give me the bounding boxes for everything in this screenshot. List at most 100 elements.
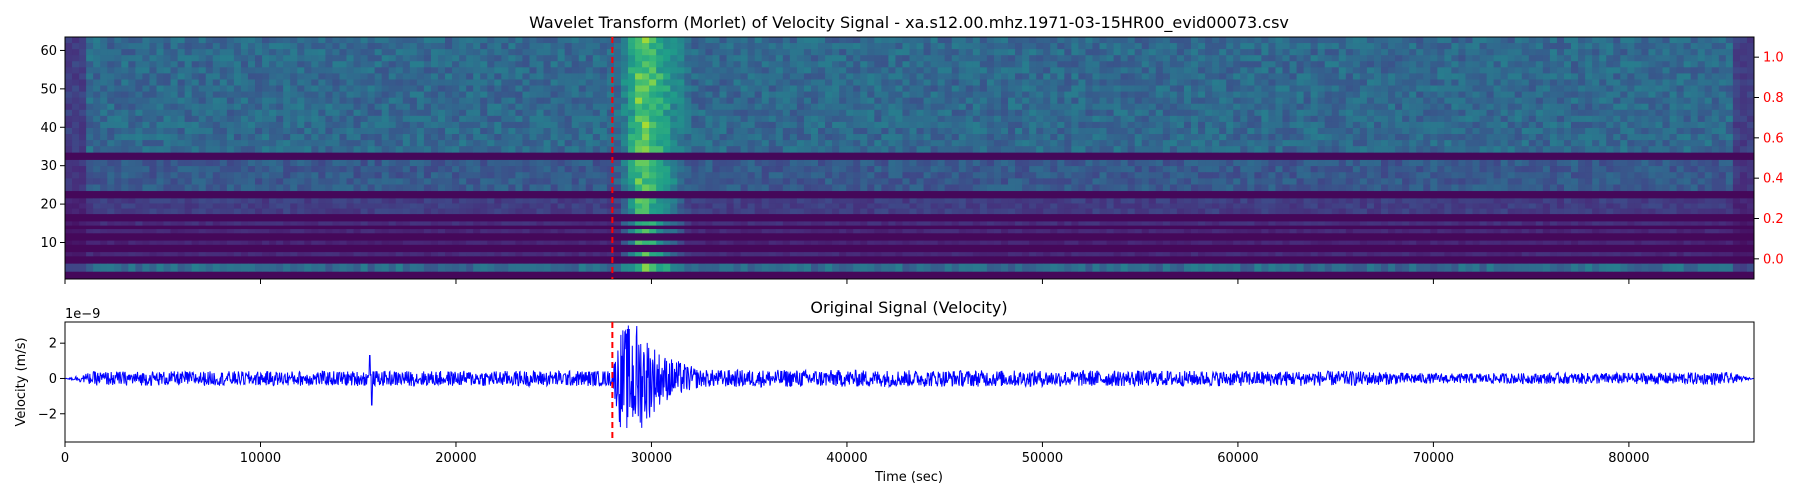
heatmap-cell-band-6 [768, 159, 777, 167]
heatmap-cell-band-7 [269, 43, 277, 50]
heatmap-cell-band-5 [733, 208, 741, 215]
heatmap-cell-band-4 [1549, 221, 1558, 226]
heatmap-cell-band-5 [881, 208, 889, 215]
heatmap-cell-band-6 [1212, 172, 1220, 179]
heatmap-cell-band-6 [226, 184, 235, 192]
heatmap-cell-band-6 [1176, 159, 1185, 167]
heatmap-cell-band-7 [205, 73, 214, 80]
heatmap-cell-band-5 [1507, 198, 1516, 204]
heatmap-cell-band-6 [1641, 166, 1649, 173]
heatmap-cell-band-6 [480, 172, 488, 179]
heatmap-cell-band-7 [937, 37, 946, 44]
heatmap-cell-band-6 [135, 184, 143, 192]
heatmap-cell-band-2 [1127, 240, 1136, 245]
heatmap-cell-band-7 [909, 61, 917, 68]
heatmap-cell-band-6 [1402, 178, 1410, 185]
heatmap-cell-band-4 [1571, 221, 1579, 226]
heatmap-cell-band-7 [1226, 49, 1234, 56]
heatmap-cell-band-1 [635, 252, 643, 257]
heatmap-cell-band-6 [135, 172, 143, 179]
heatmap-cell-band-5 [1479, 203, 1487, 209]
heatmap-cell-band-7 [339, 61, 347, 68]
heatmap-cell-band-2 [163, 240, 171, 245]
heatmap-cell-band-7 [1711, 49, 1720, 56]
heatmap-cell-band-7 [881, 67, 889, 74]
heatmap-cell-band-2 [1465, 240, 1473, 245]
heatmap-cell-band-3 [1599, 229, 1607, 234]
heatmap-cell-band-7 [916, 43, 924, 50]
heatmap-cell-band-6 [1669, 184, 1677, 192]
heatmap-cell-band-6 [128, 166, 136, 173]
heatmap-cell-band-0 [782, 263, 791, 272]
heatmap-cell-band-1 [262, 252, 270, 257]
heatmap-cell-band-7 [888, 73, 896, 80]
heatmap-cell-band-6 [1296, 159, 1304, 167]
heatmap-cell-band-0 [1099, 263, 1107, 272]
heatmap-cell-band-5 [1247, 203, 1255, 209]
heatmap-cell-band-4 [1521, 221, 1530, 226]
heatmap-cell-band-0 [818, 263, 826, 272]
heatmap-cell-band-6 [1634, 172, 1642, 179]
heatmap-cell-band-6 [1212, 166, 1220, 173]
heatmap-cell-band-6 [937, 178, 946, 185]
heatmap-cell-band-1 [1127, 252, 1136, 257]
heatmap-cell-band-5 [466, 198, 474, 204]
heatmap-cell-band-6 [156, 184, 164, 192]
heatmap-cell-band-5 [1535, 203, 1544, 209]
heatmap-cell-band-5 [782, 208, 791, 215]
heatmap-cell-band-3 [1113, 229, 1122, 234]
heatmap-cell-band-7 [1099, 73, 1107, 80]
heatmap-cell-band-7 [1613, 37, 1621, 44]
heatmap-cell-band-6 [346, 172, 354, 179]
heatmap-cell-band-6 [649, 184, 657, 192]
heatmap-cell-band-6 [1113, 184, 1122, 192]
heatmap-cell-band-6 [191, 178, 200, 185]
heatmap-cell-band-6 [311, 178, 319, 185]
heatmap-cell-band-7 [219, 49, 228, 56]
heatmap-cell-band-7 [1648, 61, 1656, 68]
heatmap-cell-band-7 [1500, 43, 1509, 50]
heatmap-cell-band-7 [325, 43, 333, 50]
heatmap-cell-band-6 [494, 159, 502, 167]
heatmap-cell-band-7 [332, 67, 340, 74]
heatmap-cell-band-7 [1183, 49, 1192, 56]
heatmap-cell-band-5 [578, 198, 587, 204]
heatmap-cell-band-5 [93, 198, 101, 204]
heatmap-cell-band-6 [170, 178, 178, 185]
heatmap-cell-band-6 [972, 184, 981, 192]
heatmap-cell-band-5 [1078, 208, 1086, 215]
heatmap-cell-band-1 [1176, 252, 1185, 257]
heatmap-cell-band-7 [1205, 73, 1213, 80]
heatmap-cell-band-6 [86, 172, 94, 179]
heatmap-cell-band-7 [1310, 43, 1319, 50]
heatmap-cell-band-0 [1704, 263, 1713, 272]
heatmap-cell-band-7 [1092, 49, 1100, 56]
heatmap-cell-band-7 [1528, 37, 1537, 44]
heatmap-cell-band-7 [445, 67, 453, 74]
heatmap-cell-band-7 [276, 79, 284, 86]
heatmap-cell-band-0 [86, 263, 94, 272]
heatmap-cell-band-7 [1078, 49, 1086, 56]
heatmap-cell-band-5 [1528, 208, 1537, 215]
heatmap-cell-band-5 [1022, 208, 1030, 215]
heatmap-cell-band-7 [1606, 61, 1614, 68]
heatmap-cell-band-7 [1352, 79, 1361, 86]
heatmap-cell-band-5 [198, 203, 207, 209]
heatmap-cell-band-5 [613, 198, 622, 204]
heatmap-cell-band-4 [1043, 221, 1051, 226]
heatmap-cell-band-6 [923, 172, 932, 179]
heatmap-cell-band-3 [1465, 229, 1473, 234]
heatmap-cell-band-7 [846, 49, 854, 56]
heatmap-cell-band-7 [698, 73, 706, 80]
heatmap-cell-band-5 [768, 198, 777, 204]
heatmap-cell-band-3 [1613, 229, 1621, 234]
heatmap-cell-band-1 [979, 252, 988, 257]
heatmap-cell-band-0 [606, 263, 615, 272]
heatmap-cell-band-7 [1296, 43, 1304, 50]
heatmap-cell-band-7 [339, 79, 347, 86]
heatmap-cell-band-1 [1592, 252, 1600, 257]
heatmap-cell-band-0 [508, 263, 516, 272]
heatmap-cell-band-6 [1036, 172, 1044, 179]
heatmap-cell-band-7 [789, 79, 798, 86]
heatmap-cell-band-7 [149, 49, 157, 56]
